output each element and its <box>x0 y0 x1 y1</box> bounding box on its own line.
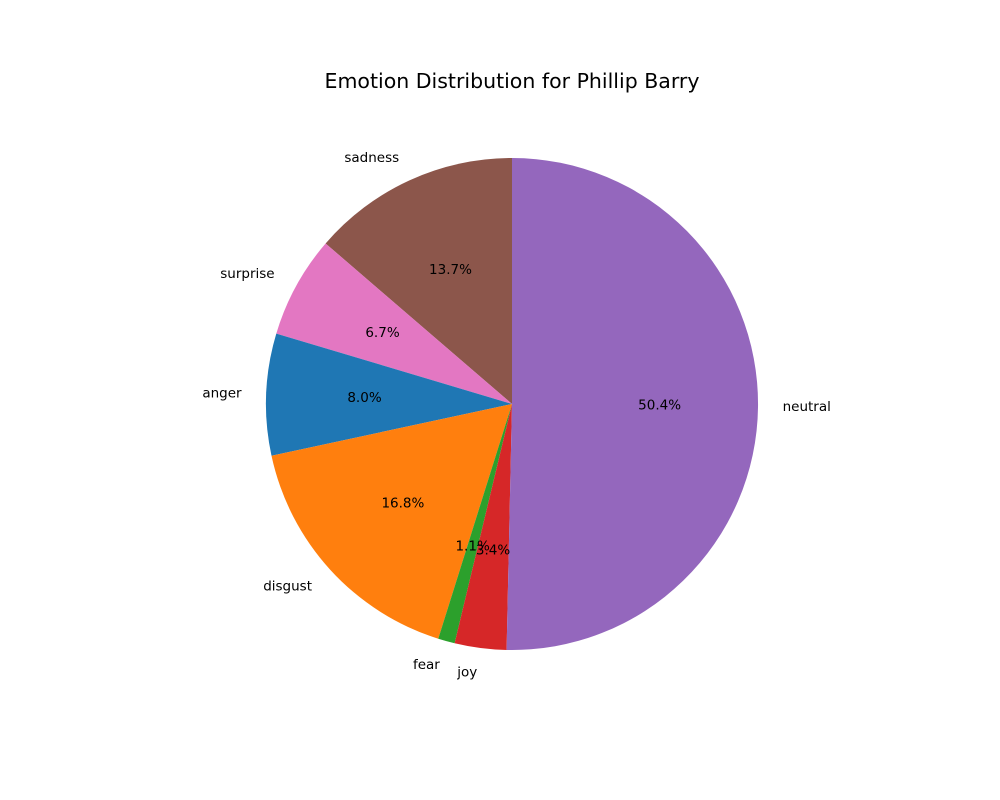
pie-slice-anger <box>265 333 512 456</box>
pie-slice-sadness <box>325 158 512 404</box>
pct-label-neutral: 50.4% <box>638 398 681 414</box>
chart-title: Emotion Distribution for Phillip Barry <box>325 69 700 93</box>
pie-slice-joy <box>454 404 512 650</box>
slice-label-surprise: surprise <box>220 266 274 282</box>
pie-slices <box>265 158 759 651</box>
pct-label-surprise: 6.7% <box>365 325 399 341</box>
slice-label-anger: anger <box>202 385 242 401</box>
pie-slice-surprise <box>276 243 512 404</box>
pie-labels: sadness 13.7% surprise 6.7% anger 8.0% disgust… <box>202 150 831 680</box>
slice-label-fear: fear <box>413 657 440 673</box>
pct-label-disgust: 16.8% <box>381 495 424 511</box>
pct-label-anger: 8.0% <box>347 390 381 406</box>
pct-label-joy: 3.4% <box>476 542 510 558</box>
slice-label-sadness: sadness <box>344 150 399 166</box>
slice-label-joy: joy <box>456 664 477 680</box>
pct-label-fear: 1.1% <box>455 538 489 554</box>
slice-label-disgust: disgust <box>263 578 312 594</box>
pie-slice-neutral <box>506 158 759 651</box>
pie-slice-fear <box>438 404 512 644</box>
pie-slice-disgust <box>271 404 512 639</box>
slice-label-neutral: neutral <box>783 399 831 415</box>
pct-label-sadness: 13.7% <box>429 262 472 278</box>
